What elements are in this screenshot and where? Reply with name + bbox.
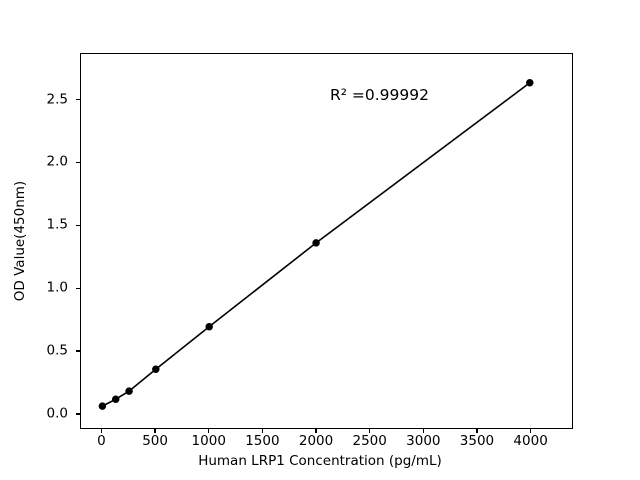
x-tick-label: 1500 [245,433,280,449]
y-tick-mark [76,350,80,352]
x-tick-label: 3500 [459,433,495,449]
data-point [98,402,107,410]
data-point [111,395,120,403]
plot-area [80,53,573,429]
x-tick-label: 3000 [406,433,441,449]
y-tick-mark [76,413,80,415]
data-point [205,322,213,331]
x-tick-label: 500 [142,433,168,449]
data-point [526,79,534,87]
data-point [152,365,160,373]
x-tick-mark [154,429,156,433]
x-axis-label: Human LRP1 Concentration (pg/mL) [198,453,442,469]
x-tick-mark [261,429,264,433]
y-tick-label: 0.5 [46,342,68,359]
x-tick-label: 2000 [298,433,334,449]
data-point [312,239,320,247]
x-tick-label: 0 [97,433,106,449]
x-tick-label: 2500 [352,433,387,449]
x-tick-mark [100,429,103,433]
x-tick-mark [369,429,371,433]
y-tick-label: 1.5 [46,216,68,233]
x-tick-mark [476,429,478,433]
y-tick-label: 2.5 [46,90,68,107]
x-tick-label: 4000 [513,433,548,449]
series-markers [98,79,534,410]
y-tick-label: 0.0 [46,405,68,422]
r-squared-annotation: R² =0.99992 [330,86,429,104]
x-tick-mark [529,429,532,433]
y-axis-label: OD Value(450nm) [12,180,28,302]
x-tick-mark [208,429,210,433]
data-point [125,387,133,395]
data-layer [98,79,534,410]
x-tick-label: 1000 [191,433,226,449]
y-tick-label: 2.0 [46,153,68,170]
y-tick-mark [76,98,80,101]
y-tick-mark [76,224,80,226]
y-tick-label: 1.0 [46,279,68,296]
y-tick-mark [76,161,80,164]
y-tick-mark [76,287,80,289]
x-tick-mark [422,429,424,433]
x-tick-mark [315,429,317,433]
